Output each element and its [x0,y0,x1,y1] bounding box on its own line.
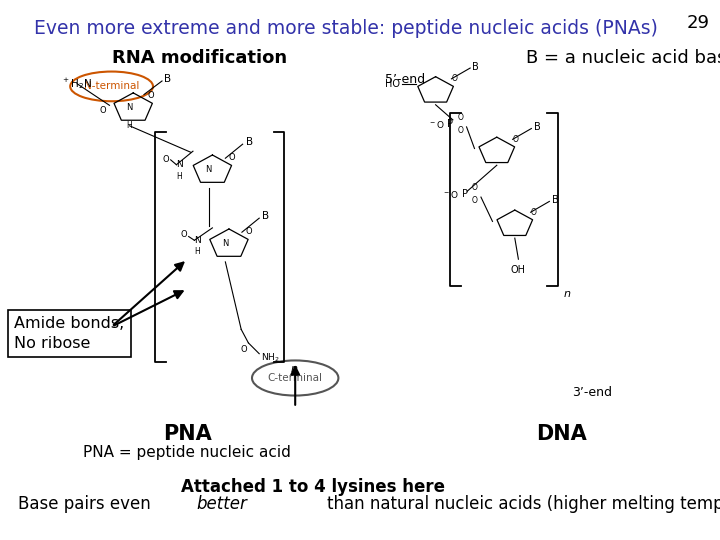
Text: O: O [513,135,518,144]
Text: Attached 1 to 4 lysines here: Attached 1 to 4 lysines here [181,478,445,496]
Text: O: O [531,208,536,217]
Text: PNA = peptide nucleic acid: PNA = peptide nucleic acid [84,446,291,461]
Text: RNA modification: RNA modification [112,49,287,66]
Text: HO: HO [385,79,400,89]
Text: O: O [451,75,457,83]
Text: N-terminal: N-terminal [84,82,139,91]
Text: O: O [148,91,155,99]
Text: H: H [127,121,132,130]
Text: than natural nucleic acids (higher melting temperatures): than natural nucleic acids (higher melti… [328,495,720,513]
Text: NH$_2$: NH$_2$ [261,351,279,364]
Text: O: O [457,113,463,122]
Text: $^-$O: $^-$O [442,189,459,200]
Text: N: N [222,239,228,248]
Text: B: B [472,62,479,72]
Text: H: H [194,247,200,255]
Text: O: O [472,197,477,205]
Text: O: O [99,106,106,115]
Text: N: N [194,236,201,245]
Text: Base pairs even: Base pairs even [18,495,156,513]
Text: 5’-end: 5’-end [385,73,426,86]
Text: B = a nucleic acid base: B = a nucleic acid base [526,49,720,66]
Text: B: B [534,123,540,132]
Text: Even more extreme and more stable: peptide nucleic acids (PNAs): Even more extreme and more stable: pepti… [34,19,657,38]
Text: O: O [245,227,252,235]
Text: 3’-end: 3’-end [572,386,613,399]
Text: O: O [163,155,169,164]
Text: PNA: PNA [163,424,212,444]
Text: N: N [127,103,132,112]
Text: P: P [447,119,453,129]
Text: O: O [240,345,247,354]
Text: O: O [228,153,235,161]
Text: OH: OH [511,265,526,275]
Text: H: H [176,172,182,180]
Text: O: O [457,126,463,135]
Text: $^-$O: $^-$O [428,119,444,130]
Text: C-terminal: C-terminal [268,373,323,383]
Text: $^+$H$_2$N: $^+$H$_2$N [61,76,92,91]
Text: n: n [290,364,297,375]
Text: O: O [181,231,187,239]
Text: B: B [246,137,253,147]
Text: 29: 29 [686,14,709,31]
Text: B: B [164,75,171,84]
Text: P: P [462,190,467,199]
Text: B: B [262,211,269,221]
Text: O: O [472,184,477,192]
Text: N: N [206,165,212,174]
Text: N: N [176,160,183,169]
Text: Amide bonds,
No ribose: Amide bonds, No ribose [14,316,125,350]
Text: n: n [564,289,571,299]
Text: DNA: DNA [536,424,587,444]
Text: B: B [552,195,558,205]
Text: better: better [196,495,247,513]
